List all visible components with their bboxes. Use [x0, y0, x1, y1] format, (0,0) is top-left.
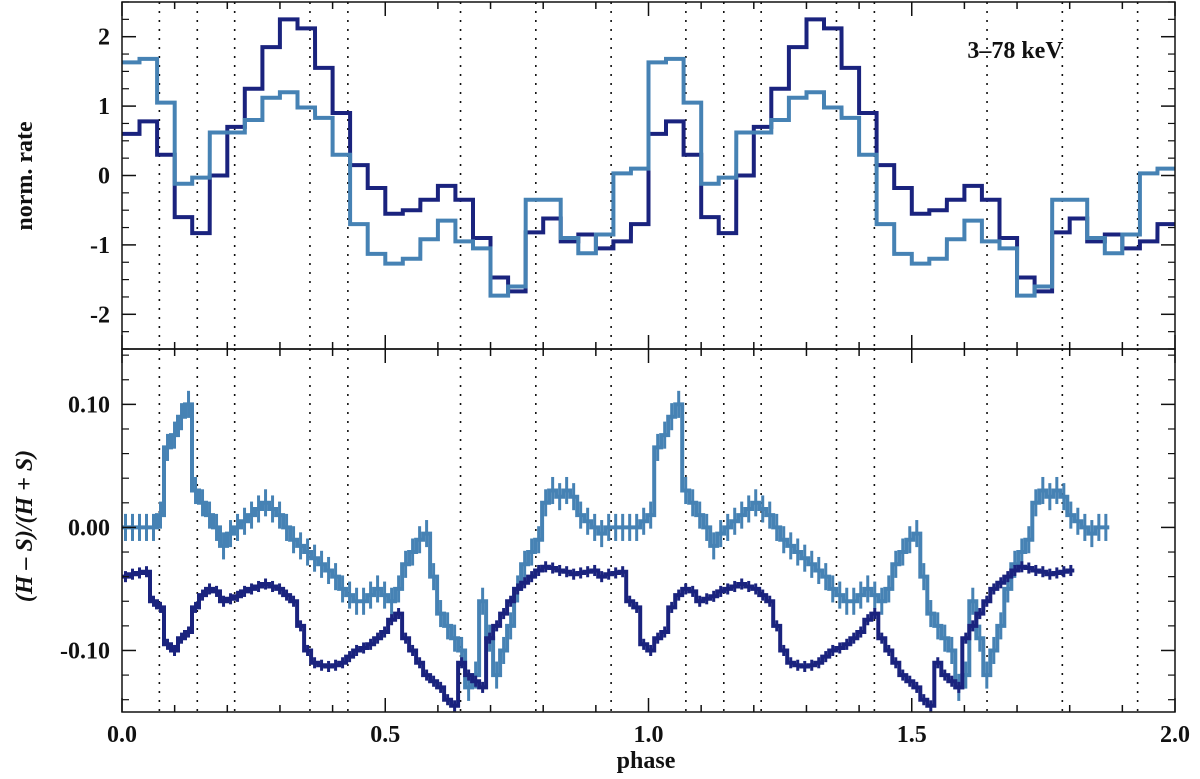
top-series-line-1 [122, 56, 1175, 298]
top-series [122, 17, 1175, 298]
y-tick-label: -0.10 [60, 638, 110, 664]
top-y-axis-label: norm. rate [12, 121, 38, 231]
x-tick-label: 0.5 [370, 722, 400, 748]
y-tick-label: 0.10 [68, 392, 110, 418]
x-tick-label: 2.0 [1160, 722, 1190, 748]
ratio-series-line-1 [122, 564, 1075, 708]
y-tick-label: -1 [90, 233, 110, 259]
ratio-series-line-0 [122, 402, 1110, 690]
x-tick-label: 1.0 [634, 722, 664, 748]
bottom-y-axis-label: (H – S)/(H + S) [12, 450, 38, 602]
energy-band-annotation: 3–78 keV [967, 38, 1063, 64]
x-tick-label: 0.0 [107, 722, 137, 748]
top-vlines [158, 2, 1139, 349]
y-tick-label: 1 [98, 94, 110, 120]
y-tick-label: -2 [90, 302, 110, 328]
x-tick-label: 1.5 [897, 722, 927, 748]
bottom-ticks: -0.10 0.00 0.10 0.0 0.5 1.0 1.5 2.0 [60, 349, 1190, 748]
x-axis-label: phase [617, 748, 676, 774]
bottom-series [122, 390, 1110, 712]
y-tick-label: 0 [98, 164, 110, 190]
y-tick-label: 0.00 [68, 515, 110, 541]
bottom-panel-frame [121, 348, 1176, 713]
top-panel: -2 -1 0 1 2 3–78 keV norm. rate [12, 1, 1176, 350]
bottom-panel: -0.10 0.00 0.10 0.0 0.5 1.0 1.5 2.0 (H – S)/(H … [12, 348, 1190, 774]
top-series-line-0 [122, 17, 1175, 294]
y-tick-label: 2 [98, 25, 110, 51]
top-ticks: -2 -1 0 1 2 [90, 1, 1176, 350]
